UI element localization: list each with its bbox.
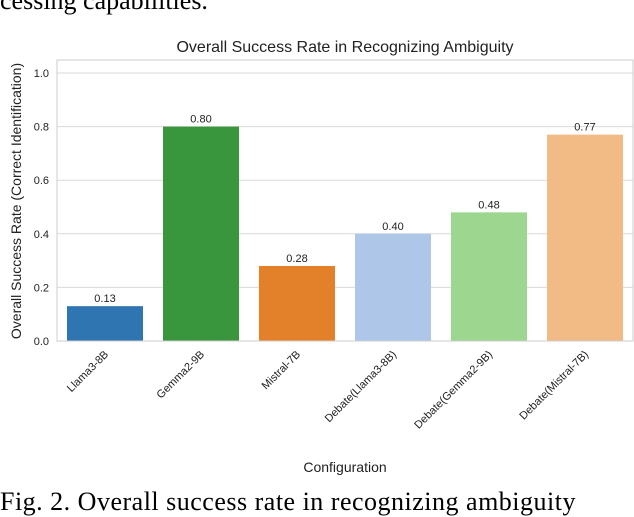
y-tick-label: 0.2 — [34, 282, 49, 294]
data-label: 0.28 — [286, 253, 307, 265]
bar — [259, 265, 335, 341]
bar — [451, 212, 527, 341]
data-labels: 0.13 0.80 0.28 0.40 0.48 0.77 — [94, 114, 595, 306]
bar — [67, 306, 143, 341]
y-tick-label: 0.0 — [34, 336, 49, 348]
bar — [547, 134, 623, 341]
chart-title: Overall Success Rate in Recognizing Ambi… — [176, 39, 513, 56]
y-tick-label: 0.6 — [34, 175, 49, 187]
data-label: 0.80 — [190, 114, 211, 126]
x-tick-label: Debate(Gemma2-9B) — [412, 349, 495, 432]
bar — [163, 126, 239, 341]
y-tick-label: 0.8 — [34, 122, 49, 134]
x-tick-label: Gemma2-9B — [155, 349, 208, 402]
y-axis-ticks: 0.0 0.2 0.4 0.6 0.8 1.0 — [34, 68, 49, 348]
bars — [67, 126, 623, 341]
data-label: 0.77 — [574, 122, 595, 134]
data-label: 0.40 — [382, 221, 403, 233]
x-axis-ticks: Llama3-8B Gemma2-9B Mistral-7B Debate(Llama… — [65, 349, 591, 432]
x-tick-label: Debate(Llama3-8B) — [323, 349, 399, 425]
x-tick-label: Llama3-8B — [65, 349, 111, 395]
y-axis-label: Overall Success Rate (Correct Identifica… — [8, 63, 24, 339]
x-tick-label: Debate(Mistral-7B) — [517, 349, 591, 423]
data-label: 0.13 — [94, 293, 115, 305]
y-tick-label: 0.4 — [34, 229, 49, 241]
gridlines — [57, 72, 633, 342]
preceding-text: cessing capabilities. — [0, 0, 208, 15]
x-axis-label: Configuration — [303, 459, 386, 475]
data-label: 0.48 — [478, 199, 499, 211]
bar — [355, 233, 431, 341]
plot-frame — [56, 59, 634, 342]
y-tick-label: 1.0 — [34, 68, 49, 80]
x-tick-label: Mistral-7B — [260, 349, 303, 392]
figure-caption: Fig. 2. Overall success rate in recogniz… — [0, 487, 576, 516]
